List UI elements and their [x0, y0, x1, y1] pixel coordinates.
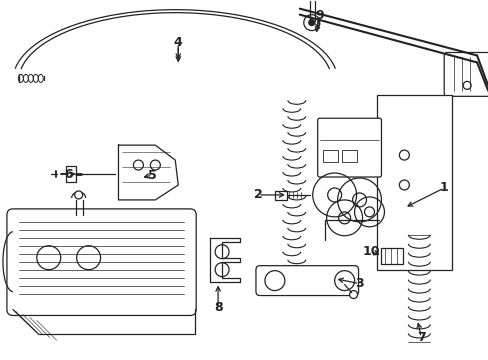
Circle shape: [308, 20, 314, 26]
FancyBboxPatch shape: [7, 209, 196, 315]
Text: 2: 2: [253, 188, 262, 202]
Circle shape: [75, 191, 82, 199]
FancyBboxPatch shape: [322, 150, 337, 162]
FancyBboxPatch shape: [255, 266, 358, 296]
Text: 3: 3: [354, 277, 363, 290]
Text: 9: 9: [315, 9, 324, 22]
Text: 1: 1: [439, 181, 447, 194]
Text: 4: 4: [174, 36, 182, 49]
FancyBboxPatch shape: [317, 118, 381, 177]
Text: 7: 7: [416, 331, 425, 344]
Text: 8: 8: [213, 301, 222, 314]
Circle shape: [349, 291, 357, 298]
Text: 10: 10: [362, 245, 380, 258]
Text: 6: 6: [64, 167, 73, 180]
Text: 5: 5: [148, 168, 157, 181]
FancyBboxPatch shape: [274, 191, 286, 200]
FancyBboxPatch shape: [65, 166, 76, 182]
FancyBboxPatch shape: [377, 95, 451, 270]
FancyBboxPatch shape: [381, 248, 403, 264]
FancyBboxPatch shape: [341, 150, 356, 162]
FancyBboxPatch shape: [443, 53, 488, 96]
